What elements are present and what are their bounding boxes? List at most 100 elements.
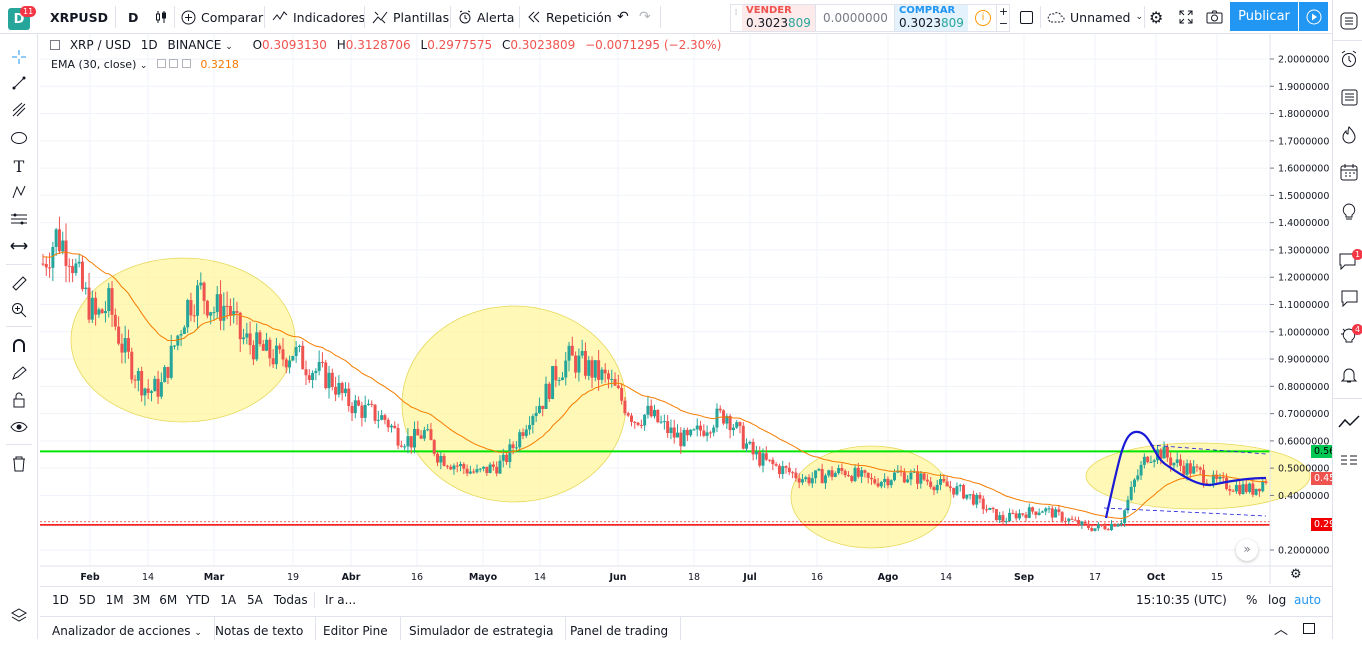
ideas-stream-button[interactable] (1339, 202, 1359, 223)
tab-strategy-tester[interactable]: Simulador de estrategia (397, 617, 567, 640)
tab-trading-panel[interactable]: Panel de trading (558, 617, 682, 640)
divider (174, 6, 175, 28)
candle-body (741, 425, 745, 449)
log-toggle[interactable]: log (1268, 593, 1287, 607)
shapes-tool[interactable] (9, 129, 29, 149)
snapshot-button[interactable] (1206, 0, 1223, 34)
price-chart[interactable]: 2.0000000 1.9000000 1.8000000 1.7000000 1.60… (40, 34, 1332, 584)
sell-button[interactable]: VENDER 0.3023809 (742, 5, 816, 31)
hotlists-button[interactable] (1339, 125, 1359, 146)
range-button-6m[interactable]: 6M (159, 593, 178, 607)
goto-date-button[interactable]: Ir a... (325, 593, 357, 607)
redo-button[interactable]: ↷ (639, 0, 651, 34)
auto-toggle[interactable]: auto (1294, 593, 1322, 607)
qty-minus-button[interactable]: − (998, 17, 1009, 30)
tab-stock-screener[interactable]: Analizador de acciones ⌄ (40, 617, 215, 640)
range-button-5a[interactable]: 5A (247, 593, 263, 607)
candle-body (1159, 449, 1163, 459)
candle-body (228, 305, 232, 316)
watchlist-button[interactable] (1339, 12, 1359, 32)
fullscreen-button[interactable] (1179, 0, 1193, 34)
fib-tool[interactable] (9, 101, 29, 121)
candle-body (583, 351, 587, 376)
percent-toggle[interactable]: % (1246, 593, 1258, 607)
gear-icon[interactable] (169, 59, 179, 68)
collapse-panel-button[interactable]: ︿ (1274, 619, 1288, 639)
scroll-to-realtime-button[interactable]: » (1236, 539, 1258, 561)
zoom-tool[interactable] (9, 301, 29, 321)
magnet-tool[interactable] (9, 337, 29, 357)
measure-tool[interactable] (9, 237, 29, 257)
private-chats-button[interactable] (1339, 290, 1359, 310)
collapse-legend-icon[interactable] (50, 39, 60, 50)
buy-button[interactable]: COMPRAR 0.3023809 (894, 5, 968, 31)
indicators-button[interactable]: Indicadores (272, 0, 365, 34)
chat-bubbles-icon (1339, 290, 1359, 311)
range-button-todas[interactable]: Todas (273, 593, 308, 607)
replay-button[interactable]: Repetición (527, 0, 612, 34)
qty-plus-button[interactable]: + (998, 5, 1009, 18)
close-icon[interactable] (181, 59, 191, 68)
candle-body (791, 472, 795, 474)
select-checkbox[interactable] (1020, 0, 1033, 34)
ema-label[interactable]: EMA (30, close) (51, 58, 137, 71)
interval-button[interactable]: D (128, 0, 138, 34)
axis-settings-button[interactable]: ⚙ (1290, 567, 1302, 582)
candle-body (123, 338, 127, 353)
symbol-search-button[interactable]: XRPUSD (50, 0, 108, 34)
chart-pane[interactable]: 2.0000000 1.9000000 1.8000000 1.7000000 1.60… (40, 34, 1362, 584)
range-button-3m[interactable]: 3M (132, 593, 151, 607)
settings-button[interactable]: ⚙ (1149, 0, 1163, 34)
legend-symbol[interactable]: XRP / USD (69, 38, 131, 52)
range-button-1m[interactable]: 1M (105, 593, 124, 607)
calendar-button[interactable] (1339, 163, 1359, 183)
publish-options-button[interactable] (1299, 2, 1328, 31)
crosshair-tool[interactable] (9, 48, 29, 68)
info-icon[interactable]: i (975, 10, 991, 26)
legend-open: O0.3093130 (253, 38, 327, 52)
drag-handle[interactable]: ⁞ (734, 8, 738, 18)
patterns-tool[interactable] (9, 183, 29, 203)
alert-button[interactable]: Alerta (458, 0, 514, 34)
hide-drawings-tool[interactable] (9, 418, 29, 438)
candle-body (564, 360, 568, 378)
data-window-button[interactable] (1339, 88, 1359, 108)
candle-body (1202, 469, 1206, 484)
range-button-5d[interactable]: 5D (78, 593, 96, 607)
templates-button[interactable]: Plantillas (372, 0, 449, 34)
chevron-down-icon[interactable]: ⌄ (139, 61, 148, 71)
alerts-button[interactable] (1339, 50, 1359, 70)
candle-body (1142, 456, 1146, 465)
top-toolbar: D 11 XRPUSD D Comparar Indicadores Plant… (0, 0, 1332, 34)
tab-pine-editor[interactable]: Editor Pine (311, 617, 401, 640)
notifications-button[interactable] (1339, 366, 1359, 386)
alarm-clock-icon (1340, 50, 1358, 71)
order-panel-button[interactable] (1339, 452, 1359, 472)
prediction-tool[interactable] (9, 210, 29, 230)
eye-icon[interactable] (156, 59, 166, 68)
divider (6, 264, 32, 265)
compare-button[interactable]: Comparar (181, 0, 263, 34)
range-button-1a[interactable]: 1A (220, 593, 237, 607)
text-tool[interactable]: T (9, 156, 29, 176)
range-button-ytd[interactable]: YTD (186, 593, 210, 607)
publish-button[interactable]: Publicar (1230, 2, 1298, 31)
chevron-down-icon[interactable]: ⌄ (225, 42, 233, 52)
candle-body (251, 345, 255, 360)
maximize-panel-button[interactable] (1303, 623, 1315, 634)
object-tree-tool[interactable] (9, 606, 29, 626)
candle-body (784, 466, 788, 468)
lock-tool[interactable] (9, 391, 29, 411)
ruler-tool[interactable] (9, 274, 29, 294)
clock[interactable]: 15:10:35 (UTC) (1136, 593, 1227, 607)
chart-type-button[interactable] (154, 0, 168, 34)
layout-menu-button[interactable]: Unnamed ⌄ (1047, 0, 1143, 34)
undo-button[interactable]: ↶ (617, 0, 629, 34)
candle-body (892, 472, 896, 481)
range-button-1d[interactable]: 1D (52, 593, 69, 607)
draw-mode-tool[interactable] (9, 364, 29, 384)
tab-text-notes[interactable]: Notas de texto (203, 617, 317, 640)
remove-drawings-tool[interactable] (9, 455, 29, 475)
trading-button[interactable] (1338, 414, 1360, 434)
trend-line-tool[interactable] (9, 74, 29, 94)
